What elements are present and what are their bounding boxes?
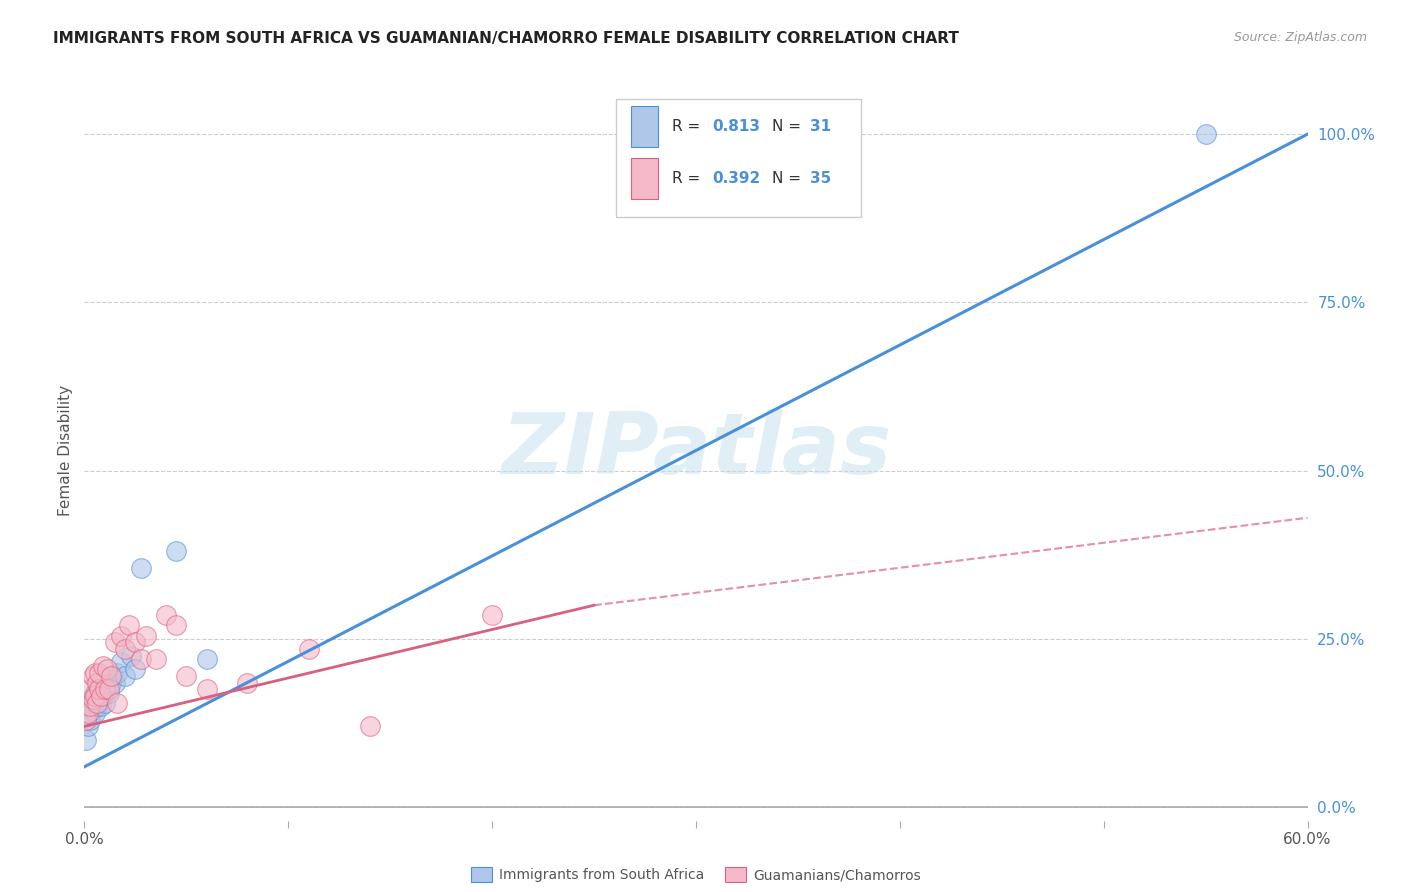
Text: 31: 31: [810, 120, 831, 135]
Point: [120, 648, 142, 663]
Point: [93, 675, 115, 690]
Point: [195, 652, 218, 666]
Point: [86, 675, 108, 690]
Bar: [631, 158, 658, 199]
Point: [91, 658, 114, 673]
Text: 35: 35: [810, 171, 831, 186]
Point: [359, 719, 381, 733]
Point: [195, 682, 218, 697]
Point: [82, 669, 104, 683]
Point: [87, 665, 110, 680]
Point: [124, 662, 146, 676]
Point: [87, 682, 110, 697]
Point: [79, 696, 101, 710]
Point: [114, 642, 136, 657]
Point: [93, 682, 115, 697]
Text: R =: R =: [672, 120, 704, 135]
Point: [82, 703, 104, 717]
Text: IMMIGRANTS FROM SOUTH AFRICA VS GUAMANIAN/CHAMORRO FEMALE DISABILITY CORRELATION: IMMIGRANTS FROM SOUTH AFRICA VS GUAMANIA…: [53, 31, 959, 46]
Point: [114, 669, 136, 683]
Point: [90, 682, 112, 697]
Point: [110, 629, 132, 643]
FancyBboxPatch shape: [616, 99, 860, 218]
Point: [86, 682, 108, 697]
Point: [96, 673, 118, 687]
Point: [236, 675, 259, 690]
Text: N =: N =: [772, 120, 806, 135]
Point: [93, 696, 115, 710]
Point: [83, 665, 105, 680]
Text: Source: ZipAtlas.com: Source: ZipAtlas.com: [1233, 31, 1367, 45]
Point: [135, 629, 157, 643]
Point: [79, 713, 101, 727]
Point: [96, 662, 118, 676]
Point: [1195, 127, 1218, 141]
Point: [82, 689, 104, 703]
Point: [145, 652, 167, 666]
Point: [87, 692, 110, 706]
Point: [105, 696, 128, 710]
Point: [79, 682, 101, 697]
Point: [104, 675, 127, 690]
Point: [481, 608, 503, 623]
Point: [110, 656, 132, 670]
Point: [79, 699, 101, 714]
Text: ZIPatlas: ZIPatlas: [501, 409, 891, 492]
Point: [91, 689, 114, 703]
Point: [118, 618, 141, 632]
Point: [100, 675, 122, 690]
Point: [155, 608, 177, 623]
Point: [105, 665, 128, 680]
Point: [75, 732, 97, 747]
Point: [82, 692, 104, 706]
Point: [298, 642, 321, 657]
Point: [75, 713, 97, 727]
Point: [165, 544, 187, 558]
Point: [124, 635, 146, 649]
Point: [83, 706, 105, 720]
Y-axis label: Female Disability: Female Disability: [58, 384, 73, 516]
Point: [174, 669, 197, 683]
Point: [83, 686, 105, 700]
Point: [100, 669, 122, 683]
Text: 0.392: 0.392: [711, 171, 761, 186]
Point: [97, 682, 120, 697]
Point: [97, 686, 120, 700]
Point: [131, 652, 153, 666]
Point: [86, 696, 108, 710]
Text: N =: N =: [772, 171, 806, 186]
Point: [131, 561, 153, 575]
Point: [90, 689, 112, 703]
Legend: Immigrants from South Africa, Guamanians/Chamorros: Immigrants from South Africa, Guamanians…: [465, 862, 927, 888]
Point: [165, 618, 187, 632]
Point: [77, 719, 100, 733]
Point: [104, 635, 127, 649]
Point: [90, 699, 112, 714]
Bar: [631, 106, 658, 147]
Point: [87, 679, 110, 693]
Point: [83, 689, 105, 703]
Point: [77, 706, 100, 720]
Text: R =: R =: [672, 171, 704, 186]
Text: 0.813: 0.813: [711, 120, 759, 135]
Point: [86, 699, 108, 714]
Point: [101, 669, 124, 683]
